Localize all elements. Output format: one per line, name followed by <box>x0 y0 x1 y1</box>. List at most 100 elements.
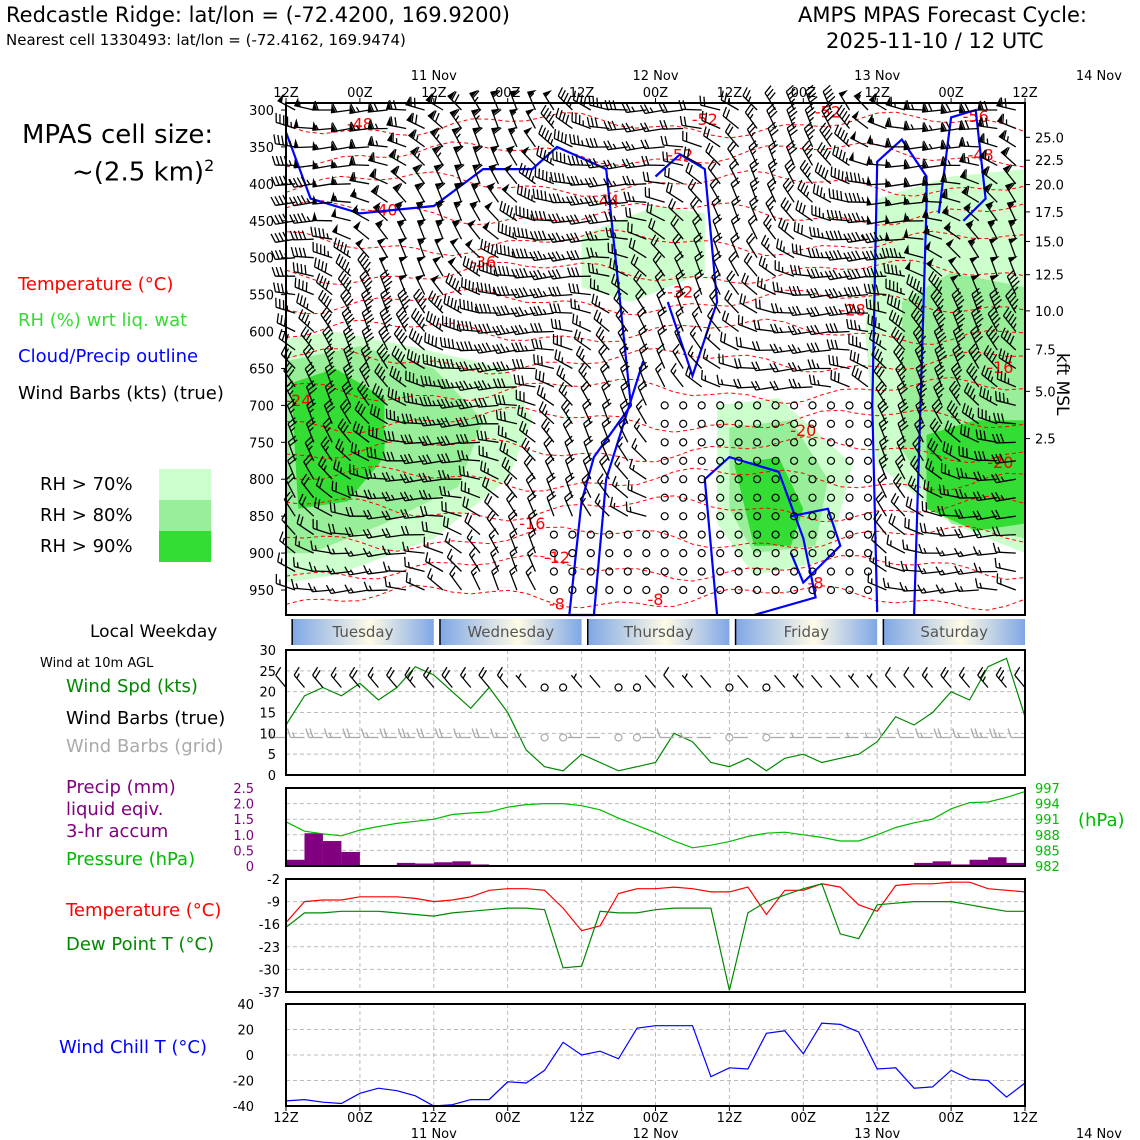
barb-full <box>348 527 354 537</box>
barb-half <box>437 221 443 227</box>
wind-barb <box>679 419 688 428</box>
barb-full <box>482 261 484 272</box>
barb-half <box>616 265 619 271</box>
barb-pennant <box>434 163 444 171</box>
barb-pennant <box>312 140 318 151</box>
wind-barb <box>614 455 629 480</box>
isotherm <box>285 229 1026 257</box>
barb-full <box>553 128 557 139</box>
barb-pennant <box>965 219 975 228</box>
wind-barb <box>890 492 906 517</box>
barb-full <box>385 510 391 520</box>
barb-half <box>779 327 783 333</box>
barb-full <box>441 453 447 463</box>
barb-half <box>509 148 514 154</box>
barb-full <box>270 233 277 243</box>
barb-staff <box>663 127 684 130</box>
barb-full <box>593 279 596 290</box>
barb-half <box>954 412 959 419</box>
barb-full <box>617 310 625 319</box>
barb-full <box>508 494 516 503</box>
wind-barb <box>959 152 979 167</box>
barb-half <box>415 398 418 404</box>
barb-staff <box>980 171 998 185</box>
barb-full <box>953 324 962 332</box>
barb-full <box>427 333 430 344</box>
barb-full <box>459 361 465 371</box>
barb-full <box>871 345 877 356</box>
wind-barb <box>455 416 481 428</box>
barb-full <box>400 509 406 519</box>
barb-full <box>690 181 697 191</box>
barb-staff <box>903 236 924 240</box>
barb-staff <box>509 109 518 129</box>
barb-half <box>982 494 986 500</box>
barb-full <box>769 162 778 170</box>
barb-full <box>778 261 780 271</box>
wind-barb <box>991 491 1016 502</box>
barb-full <box>545 171 548 181</box>
barb-half <box>913 484 917 491</box>
wind-barb <box>617 325 629 351</box>
wind-barb <box>368 425 388 443</box>
barb-full <box>273 134 277 144</box>
barb-full <box>433 127 440 137</box>
tick-label-top: 12Z <box>569 86 595 101</box>
barb-pennant <box>854 90 862 100</box>
barb-full <box>741 272 746 282</box>
wind-barb <box>510 324 536 336</box>
barb-full <box>786 140 795 148</box>
barb-full <box>890 492 897 502</box>
barb-half <box>414 418 418 424</box>
barb-full <box>322 439 330 448</box>
barb-half <box>308 426 314 432</box>
wind-barb <box>323 343 336 369</box>
barb-full <box>881 247 886 258</box>
wind-barb <box>428 290 444 314</box>
barb-full <box>492 362 498 372</box>
barb-full <box>1008 182 1016 191</box>
barb-full <box>774 303 779 313</box>
wind-barb <box>922 121 943 133</box>
wind-barb <box>449 565 463 591</box>
barb-full <box>946 400 953 410</box>
barb-half <box>1012 323 1017 329</box>
barb-staff <box>392 186 407 203</box>
barb-full <box>287 476 296 484</box>
barb-full <box>603 140 609 150</box>
barb-full <box>824 271 831 280</box>
barb-full <box>914 295 920 306</box>
barb-full <box>633 270 640 280</box>
wind-barb <box>367 119 388 130</box>
barb-pennant <box>392 182 402 191</box>
barb-full <box>918 543 923 554</box>
barb-full <box>745 89 751 99</box>
wind-barb <box>650 234 666 259</box>
barb-full <box>548 494 557 502</box>
barb-full <box>287 435 297 443</box>
barb-full <box>450 297 454 308</box>
calm-circle <box>845 530 854 539</box>
barb-half <box>510 534 516 539</box>
barb-half <box>561 197 566 203</box>
wind-barb <box>364 468 388 480</box>
wind-barb <box>769 380 795 391</box>
barb-full <box>832 288 839 297</box>
wind-barb <box>884 117 905 130</box>
calm-circle <box>808 530 817 539</box>
barb-full <box>323 398 332 406</box>
barb-half <box>612 143 617 149</box>
wind-barb <box>826 567 836 576</box>
barb-half <box>778 346 783 352</box>
barb-pennant <box>903 159 909 169</box>
wind-barb <box>672 343 684 369</box>
wind-barb <box>288 176 314 188</box>
barb-full <box>289 420 298 428</box>
barb-full <box>520 406 524 417</box>
barb-half <box>997 546 1001 553</box>
barb-full <box>511 248 517 258</box>
wind-barb <box>310 540 333 554</box>
barb-full <box>301 311 307 322</box>
barb-full <box>518 287 525 297</box>
